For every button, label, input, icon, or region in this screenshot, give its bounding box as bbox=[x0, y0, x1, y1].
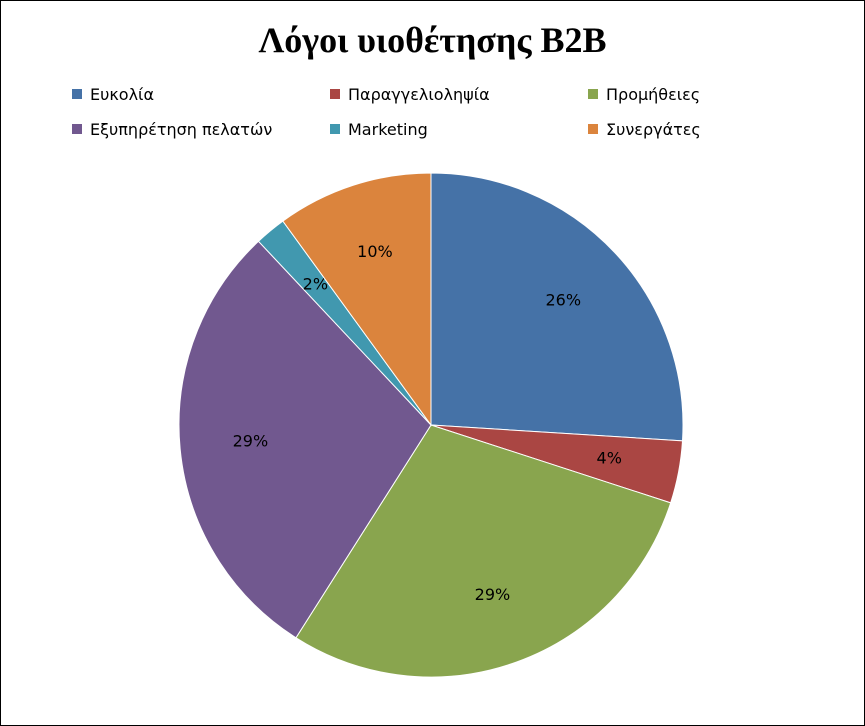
pie-slice-3 bbox=[178, 240, 432, 639]
legend-swatch bbox=[72, 89, 82, 99]
legend-item-marketing: Marketing bbox=[330, 118, 428, 140]
legend-swatch bbox=[330, 124, 340, 134]
legend-label: Ευκολία bbox=[90, 84, 155, 104]
pie-data-label: 26% bbox=[545, 290, 581, 309]
legend-label: Προμήθειες bbox=[606, 84, 701, 104]
legend-item-eukolia: Ευκολία bbox=[72, 83, 154, 105]
pie-slice-2 bbox=[295, 424, 672, 678]
pie-slice-5 bbox=[282, 172, 432, 427]
pie-data-label: 2% bbox=[303, 275, 328, 294]
legend-label: Εξυπηρέτηση πελατών bbox=[90, 119, 273, 139]
pie-data-label: 29% bbox=[233, 432, 269, 451]
legend-label: Συνεργάτες bbox=[606, 119, 701, 139]
chart-title: Λόγοι υιοθέτησης B2B bbox=[258, 20, 607, 60]
legend-swatch bbox=[330, 89, 340, 99]
legend-item-exypiretisi: Εξυπηρέτηση πελατών bbox=[72, 118, 272, 140]
pie-data-label: 10% bbox=[357, 242, 393, 261]
pie-data-label: 29% bbox=[475, 585, 511, 604]
legend-swatch bbox=[72, 124, 82, 134]
legend-swatch bbox=[588, 124, 598, 134]
legend-label: Παραγγελιοληψία bbox=[348, 84, 490, 104]
legend-item-promitheies: Προμήθειες bbox=[588, 83, 700, 105]
legend-item-synergates: Συνεργάτες bbox=[588, 118, 701, 140]
pie-slice-0 bbox=[430, 172, 684, 442]
legend-swatch bbox=[588, 89, 598, 99]
legend-item-paraggelioliptia: Παραγγελιοληψία bbox=[330, 83, 490, 105]
pie-data-label: 4% bbox=[597, 448, 622, 467]
legend-label: Marketing bbox=[348, 119, 428, 139]
